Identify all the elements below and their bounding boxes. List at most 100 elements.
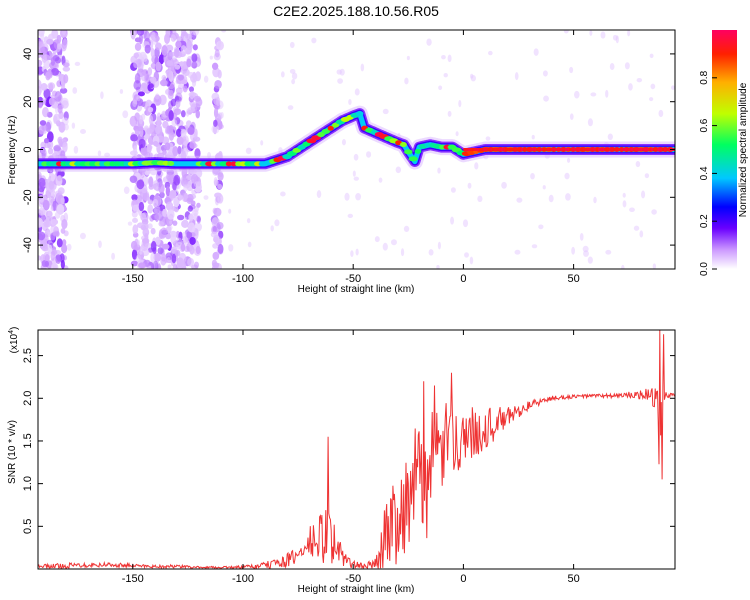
noise-speck (437, 241, 441, 250)
noise-speck (501, 181, 507, 189)
noise-speck (141, 237, 150, 244)
noise-speck (185, 108, 190, 117)
noise-speck (203, 195, 209, 200)
noise-speck (406, 55, 410, 61)
noise-speck (38, 231, 46, 241)
snr-y-multiplier: (x104) (8, 327, 20, 354)
snr-y-ticks: 0.5 1.0 1.5 2.0 2.5 (22, 348, 675, 534)
noise-speck (270, 225, 274, 232)
noise-speck (180, 110, 186, 118)
noise-speck (46, 38, 54, 45)
noise-speck (196, 215, 202, 224)
noise-speck (38, 87, 43, 93)
noise-speck (485, 136, 491, 141)
ridge-core (531, 148, 536, 151)
noise-speck (43, 59, 51, 70)
noise-speck (443, 72, 448, 78)
ridge-core (485, 148, 490, 151)
noise-speck (185, 120, 192, 127)
noise-speck (628, 83, 633, 91)
noise-speck (190, 101, 197, 109)
ridge-blob (332, 122, 340, 128)
noise-speck (43, 88, 51, 99)
ridge-blob (414, 148, 422, 154)
noise-speck (426, 38, 432, 46)
noise-speck (180, 79, 188, 85)
noise-speck (168, 124, 174, 133)
noise-speck (191, 53, 198, 63)
ridge-core (518, 148, 523, 151)
noise-speck (291, 72, 298, 80)
ridge-core (569, 148, 574, 151)
noise-speck (150, 240, 157, 252)
ridge-core (553, 148, 558, 151)
noise-speck (569, 66, 574, 74)
ridge-core (624, 148, 629, 151)
ridge-core (613, 148, 618, 151)
noise-speck (50, 206, 54, 212)
ridge-blob (424, 142, 431, 148)
noise-speck (61, 100, 69, 109)
noise-speck (44, 137, 50, 144)
noise-speck (53, 63, 59, 69)
noise-speck (574, 90, 580, 99)
noise-speck (73, 145, 79, 154)
noise-speck (60, 259, 65, 269)
noise-speck (141, 188, 148, 194)
x-tick-label: 0 (460, 273, 466, 285)
noise-speck (531, 244, 538, 249)
ridge-core (472, 148, 477, 151)
ridge-core (566, 148, 571, 151)
noise-speck (565, 193, 571, 201)
noise-speck (587, 256, 593, 264)
noise-speck (61, 219, 68, 230)
noise-speck (289, 68, 296, 74)
noise-speck (138, 138, 146, 149)
noise-speck (403, 225, 410, 233)
noise-speck (74, 61, 81, 67)
colorbar-tick-label: 0.4 (699, 166, 710, 180)
noise-speck (48, 97, 55, 106)
noise-speck (548, 194, 554, 203)
ridge-core (533, 148, 538, 151)
y-tick-label: -40 (22, 237, 34, 253)
noise-speck (404, 77, 409, 85)
noise-speck (136, 239, 141, 248)
noise-speck (216, 221, 224, 230)
noise-speck (179, 135, 187, 142)
noise-speck (132, 217, 139, 223)
noise-speck (192, 209, 199, 216)
noise-speck (467, 182, 472, 189)
noise-speck (177, 145, 182, 155)
noise-speck (144, 73, 151, 83)
ridge-blob (230, 161, 237, 167)
noise-speck (51, 68, 60, 76)
snr-series-line (38, 330, 675, 569)
x-tick-label: -150 (122, 273, 144, 285)
noise-speck (180, 45, 187, 55)
noise-speck (624, 62, 630, 70)
noise-speck (168, 89, 174, 96)
noise-speck (382, 242, 388, 251)
noise-speck (53, 113, 60, 124)
noise-speck (171, 253, 177, 264)
noise-speck (172, 220, 178, 226)
y-tick-label: 40 (22, 48, 34, 60)
ridge-core (529, 148, 534, 151)
ridge-core (611, 148, 616, 151)
noise-speck (635, 160, 641, 168)
ridge-core (626, 148, 631, 151)
noise-speck (150, 227, 156, 235)
ridge-core (633, 148, 638, 151)
x-tick-label: -50 (345, 273, 361, 285)
noise-speck (144, 44, 151, 54)
noise-speck (217, 172, 224, 181)
y-tick-label: 1.0 (22, 476, 34, 491)
noise-speck (144, 242, 152, 249)
noise-speck (166, 209, 175, 220)
ridge-core (589, 148, 594, 151)
noise-speck (650, 83, 656, 90)
noise-speck (50, 250, 56, 261)
noise-speck (170, 98, 177, 107)
